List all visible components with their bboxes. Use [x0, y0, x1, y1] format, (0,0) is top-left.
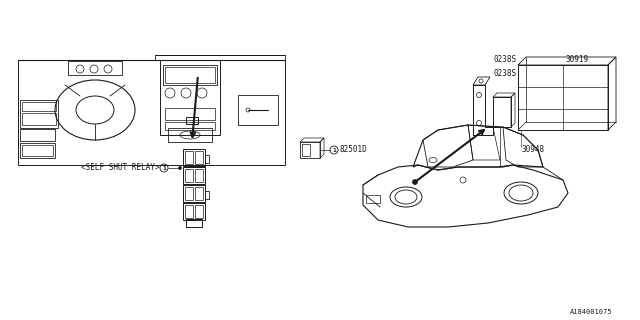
Bar [186, 117, 198, 124]
Bar [183, 167, 205, 184]
Text: 0238S: 0238S [493, 55, 516, 65]
Bar [160, 60, 220, 135]
Bar [302, 144, 310, 156]
Bar [20, 129, 55, 141]
Bar [185, 151, 193, 164]
Bar [22, 145, 53, 156]
Bar [20, 100, 58, 128]
Bar [205, 191, 209, 199]
Text: 82501D: 82501D [340, 146, 368, 155]
Bar [186, 219, 202, 227]
Bar [22, 113, 56, 125]
Bar [518, 65, 608, 130]
Bar [366, 195, 380, 203]
Bar [185, 187, 193, 200]
Bar [20, 143, 55, 158]
Bar [165, 67, 215, 83]
Bar [300, 142, 320, 158]
Bar [195, 151, 203, 164]
Text: 30919: 30919 [566, 55, 589, 65]
Bar [165, 122, 215, 130]
Bar [68, 61, 122, 75]
Bar [183, 203, 205, 220]
Bar [165, 108, 215, 120]
Bar [22, 102, 56, 111]
Bar [185, 169, 193, 182]
Bar [195, 169, 203, 182]
Bar [183, 149, 205, 166]
Text: 30948: 30948 [521, 145, 544, 154]
Circle shape [179, 166, 182, 170]
Bar [163, 65, 217, 85]
Bar [185, 205, 193, 218]
Bar [493, 97, 511, 127]
Text: <SELF SHUT RELAY>: <SELF SHUT RELAY> [81, 164, 160, 172]
Bar [168, 128, 212, 142]
Text: 0238S: 0238S [493, 68, 516, 77]
Text: 1: 1 [162, 165, 166, 171]
Bar [205, 155, 209, 163]
Bar [183, 185, 205, 202]
Text: 1: 1 [332, 148, 336, 153]
Bar [195, 205, 203, 218]
Bar [195, 187, 203, 200]
Circle shape [413, 180, 417, 185]
Bar [238, 95, 278, 125]
Text: A184001075: A184001075 [570, 309, 612, 315]
